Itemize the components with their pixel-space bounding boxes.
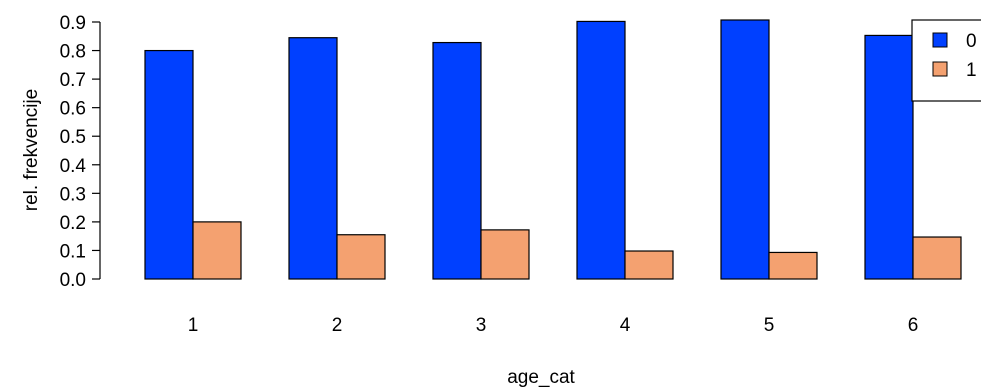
y-tick-label-5: 0.5 [60, 127, 86, 148]
y-tick-label-2: 0.2 [60, 213, 86, 234]
legend-swatch-0 [932, 32, 948, 48]
y-axis-title: rel. frekvencije [21, 89, 42, 212]
bar-cat-6-series-1 [912, 236, 962, 280]
bar-cat-2-series-0 [288, 37, 338, 280]
x-tick-label-6: 6 [908, 315, 919, 336]
bar-cat-2-series-1 [336, 234, 386, 280]
y-tick-label-4: 0.4 [60, 156, 87, 177]
legend-label-0: 0 [966, 31, 977, 52]
legend-label-1: 1 [966, 60, 977, 81]
y-tick-label-6: 0.6 [60, 99, 86, 120]
bars-group [144, 19, 962, 280]
x-tick-labels: 1 2 3 4 5 6 [188, 315, 919, 336]
x-axis-title: age_cat [507, 367, 575, 388]
bar-cat-5-series-0 [720, 19, 770, 280]
bar-cat-3-series-0 [432, 41, 482, 280]
y-tick-label-9: 0.9 [60, 13, 86, 34]
x-tick-label-3: 3 [476, 315, 487, 336]
y-tick-label-8: 0.8 [60, 42, 86, 63]
y-tick-label-0: 0.0 [60, 270, 86, 291]
y-axis: 0.0 0.1 0.2 0.3 0.4 0.5 0.6 0.7 0.8 0.9 [60, 13, 101, 291]
legend: 0 1 [911, 19, 981, 102]
y-tick-label-3: 0.3 [60, 184, 86, 205]
bar-cat-3-series-1 [480, 229, 530, 280]
x-tick-label-5: 5 [764, 315, 775, 336]
x-tick-label-2: 2 [332, 315, 343, 336]
bar-cat-1-series-0 [144, 49, 194, 280]
x-tick-label-1: 1 [188, 315, 199, 336]
bar-cat-4-series-0 [576, 20, 626, 280]
bar-cat-6-series-0 [864, 34, 914, 280]
bar-cat-1-series-1 [192, 221, 242, 280]
y-tick-label-7: 0.7 [60, 70, 86, 91]
y-tick-label-1: 0.1 [60, 241, 86, 262]
x-tick-label-4: 4 [620, 315, 631, 336]
bar-cat-4-series-1 [624, 250, 674, 280]
legend-swatch-1 [932, 61, 948, 77]
bar-cat-5-series-1 [768, 251, 818, 280]
